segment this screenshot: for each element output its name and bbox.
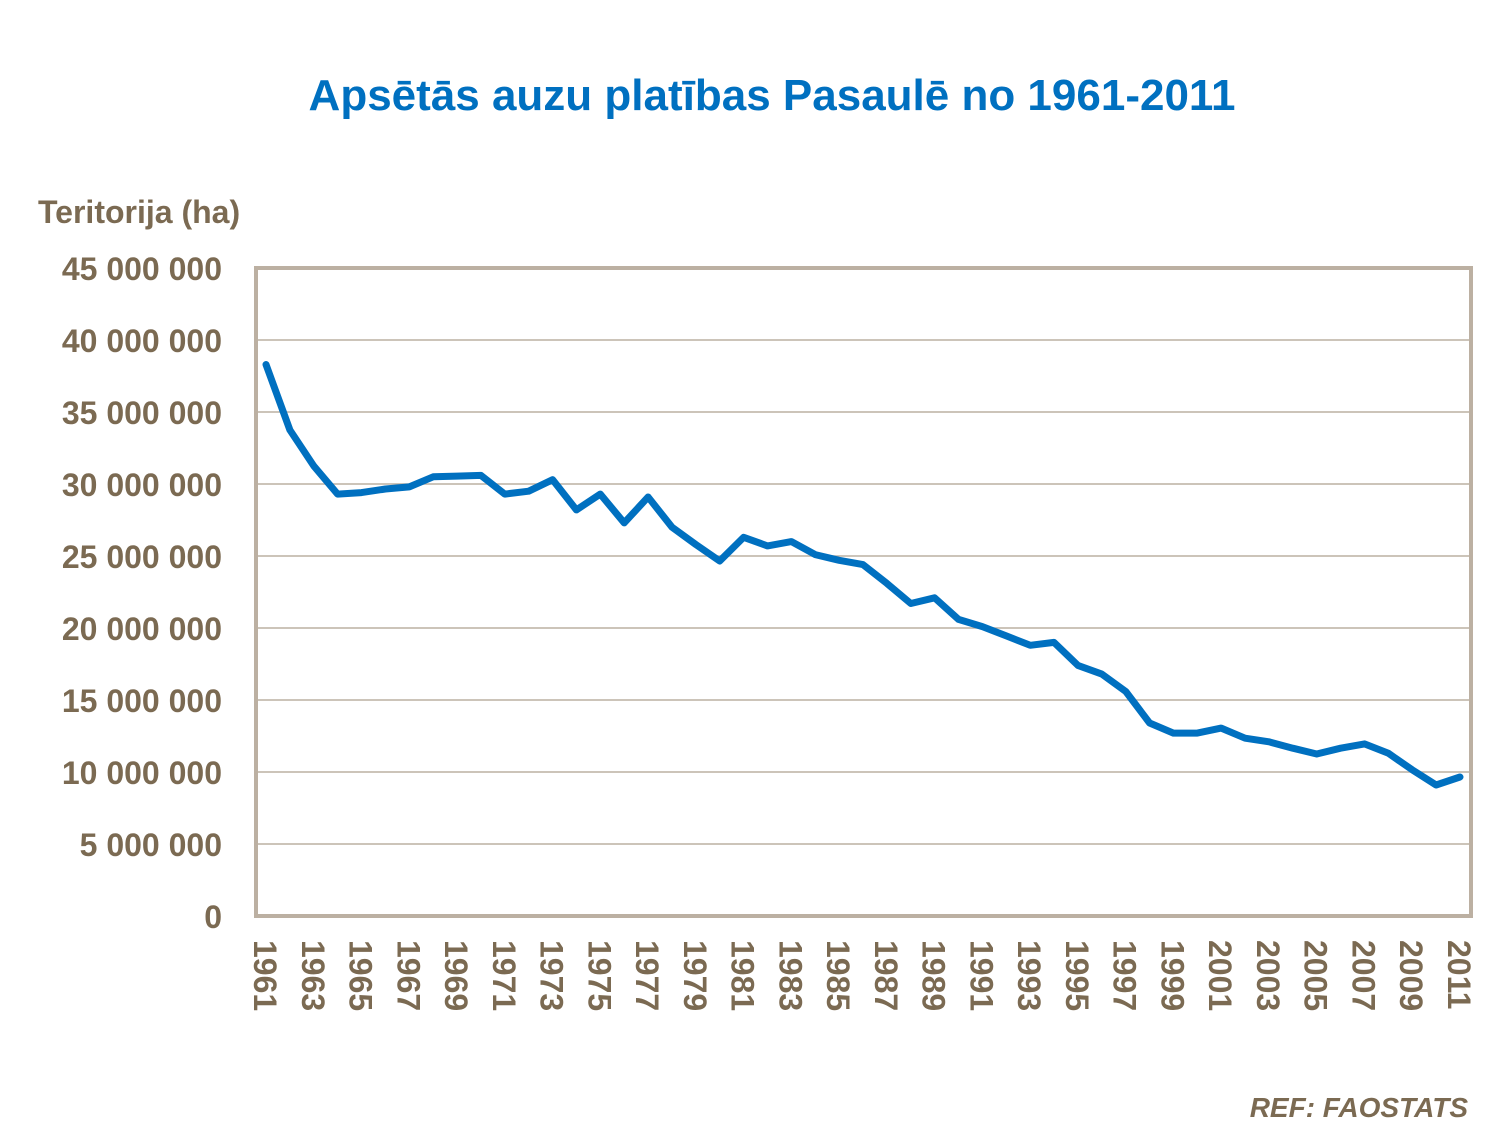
x-tick-label: 1981 xyxy=(725,940,761,1011)
y-tick-label: 35 000 000 xyxy=(62,395,222,431)
y-tick-label: 30 000 000 xyxy=(62,467,222,503)
x-tick-label: 1995 xyxy=(1059,940,1095,1011)
x-tick-label: 1963 xyxy=(295,940,331,1011)
x-tick-label: 2003 xyxy=(1250,940,1286,1011)
y-tick-label: 45 000 000 xyxy=(62,251,222,287)
x-tick-label: 1967 xyxy=(390,940,426,1011)
x-tick-label: 1999 xyxy=(1154,940,1190,1011)
x-tick-label: 1993 xyxy=(1011,940,1047,1011)
x-tick-label: 2005 xyxy=(1298,940,1334,1011)
x-tick-label: 2011 xyxy=(1441,940,1477,1009)
y-tick-label: 40 000 000 xyxy=(62,323,222,359)
y-tick-label: 5 000 000 xyxy=(80,827,222,863)
y-tick-label: 0 xyxy=(204,899,222,935)
x-tick-label: 1985 xyxy=(820,940,856,1011)
x-tick-label: 1997 xyxy=(1107,940,1143,1011)
x-tick-label: 1989 xyxy=(916,940,952,1011)
x-tick-label: 2009 xyxy=(1393,940,1429,1011)
x-tick-label: 1969 xyxy=(438,940,474,1011)
x-tick-label: 1971 xyxy=(486,940,522,1011)
y-tick-label: 25 000 000 xyxy=(62,539,222,575)
x-tick-label: 1991 xyxy=(963,940,999,1011)
x-tick-label: 1983 xyxy=(772,940,808,1011)
y-tick-label: 20 000 000 xyxy=(62,611,222,647)
plot-area-border xyxy=(254,266,1473,918)
x-tick-label: 1979 xyxy=(677,940,713,1011)
chart-title: Apsētās auzu platības Pasaulē no 1961-20… xyxy=(309,71,1236,120)
x-tick-label: 1987 xyxy=(868,940,904,1011)
y-tick-label: 10 000 000 xyxy=(62,755,222,791)
x-tick-label: 1961 xyxy=(247,940,283,1011)
y-tick-label: 15 000 000 xyxy=(62,683,222,719)
series-line xyxy=(262,361,1464,789)
y-axis-label: Teritorija (ha) xyxy=(38,194,240,230)
x-tick-label: 1973 xyxy=(534,940,570,1011)
x-tick-label: 1975 xyxy=(581,940,617,1011)
x-tick-label: 2001 xyxy=(1202,940,1238,1011)
source-note: REF: FAOSTATS xyxy=(1250,1092,1469,1123)
x-tick-label: 2007 xyxy=(1345,940,1381,1011)
x-tick-label: 1977 xyxy=(629,940,665,1011)
x-tick-label: 1965 xyxy=(343,940,379,1011)
